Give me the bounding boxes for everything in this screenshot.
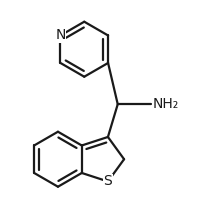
Text: S: S: [104, 174, 112, 189]
Text: N: N: [55, 29, 66, 43]
Text: NH₂: NH₂: [153, 97, 179, 111]
